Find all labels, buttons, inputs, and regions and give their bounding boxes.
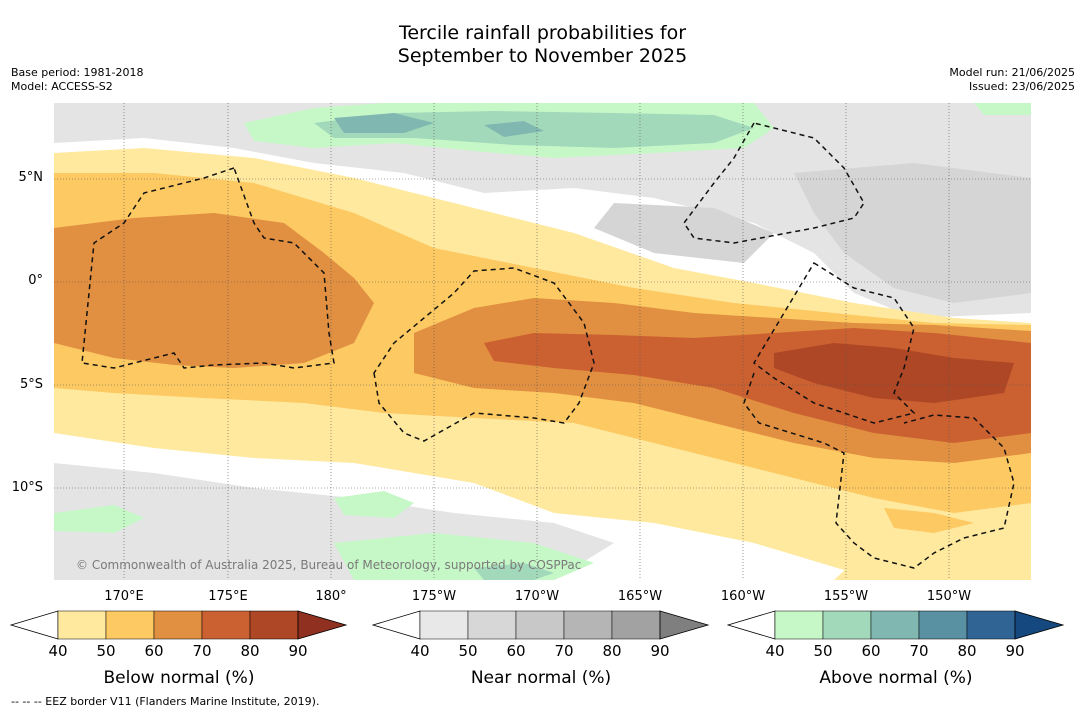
above-normal-patch-south-1 (334, 491, 414, 518)
colorbar-below-segment-5 (249, 610, 299, 640)
base-period: Base period: 1981-2018 (11, 66, 144, 79)
copyright-text: © Commonwealth of Australia 2025, Bureau… (76, 558, 582, 572)
above-normal-patch-ne (974, 103, 1031, 115)
colorbar-below-segment-1 (57, 610, 107, 640)
map-title: Tercile rainfall probabilities for Septe… (0, 22, 1085, 68)
near-normal-area-ne (794, 163, 1031, 303)
above-normal-patch-south-2 (54, 505, 144, 533)
colorbar-below-underflow (10, 610, 59, 640)
colorbar-above-segment-3 (870, 610, 920, 640)
title-line-1: Tercile rainfall probabilities for (398, 22, 687, 44)
graticule (54, 103, 1031, 580)
below-normal-patch-50 (884, 508, 974, 533)
lon-label-155w: 155°W (823, 589, 869, 604)
lat-label-10s: 10°S (11, 480, 43, 495)
colorbar-above-tick: 50 (813, 642, 833, 660)
colorbar-below-segment-4 (201, 610, 251, 640)
colorbar-below-tick: 40 (48, 642, 68, 660)
colorbar-above-segment-4 (918, 610, 968, 640)
title-line-2: September to November 2025 (397, 45, 688, 67)
lon-label-180: 180° (315, 589, 347, 604)
eez-borders (81, 122, 1015, 569)
lon-label-165w: 165°W (617, 589, 663, 604)
colorbar-below-segment-2 (105, 610, 155, 640)
colorbar-above-segment-2 (822, 610, 872, 640)
colorbar-near-segment-3 (515, 610, 565, 640)
lon-label-175e: 175°E (208, 589, 248, 604)
colorbar-near-underflow (372, 610, 421, 640)
colorbar-above-tick: 70 (909, 642, 929, 660)
colorbar-near (372, 610, 710, 640)
eez-footnote: -- -- -- EEZ border V11 (Flanders Marine… (11, 695, 320, 708)
meta-left: Base period: 1981-2018 Model: ACCESS-S2 (11, 66, 143, 94)
lon-label-160w: 160°W (720, 589, 766, 604)
map-canvas (54, 103, 1031, 580)
above-normal-peak-2 (484, 121, 544, 137)
colorbar-near-segment-5 (611, 610, 661, 640)
meta-right: Model run: 21/06/2025 Issued: 23/06/2025 (949, 66, 1075, 94)
lat-label-0: 0° (28, 273, 43, 288)
eez-cook-islands (743, 372, 1015, 569)
colorbar-near-tick: 70 (554, 642, 574, 660)
colorbar-title-above: Above normal (%) (819, 668, 973, 688)
colorbar-above-tick: 90 (1005, 642, 1025, 660)
colorbar-below-tick: 80 (240, 642, 260, 660)
colorbar-below-tick: 90 (288, 642, 308, 660)
lon-label-175w: 175°W (411, 589, 457, 604)
lat-label-5n: 5°N (18, 170, 44, 185)
model-run: Model run: 21/06/2025 (949, 66, 1075, 79)
colorbar-below-tick: 70 (192, 642, 212, 660)
colorbar-near-tick: 50 (458, 642, 478, 660)
below-normal-band-60-west (54, 213, 374, 368)
rainfall-probability-map (54, 103, 1031, 580)
eez-kiribati-phoenix (373, 267, 595, 442)
colorbar-above-tick: 60 (861, 642, 881, 660)
colorbar-below-overflow (297, 610, 348, 640)
colorbar-above (727, 610, 1065, 640)
colorbar-title-near: Near normal (%) (470, 668, 612, 688)
colorbar-above-segment-5 (966, 610, 1016, 640)
colorbar-near-tick: 60 (506, 642, 526, 660)
near-normal-area-north (54, 103, 1031, 318)
lat-label-5s: 5°S (19, 377, 43, 392)
colorbar-below-segment-3 (153, 610, 203, 640)
lon-label-170w: 170°W (514, 589, 560, 604)
eez-line-south (753, 261, 916, 424)
colorbar-near-segment-2 (467, 610, 517, 640)
below-normal-band-80 (774, 343, 1014, 403)
colorbar-below-tick: 50 (96, 642, 116, 660)
colorbar-below-tick: 60 (144, 642, 164, 660)
lon-label-150w: 150°W (926, 589, 972, 604)
colorbar-above-underflow (727, 610, 776, 640)
colorbar-above-overflow (1014, 610, 1065, 640)
colorbar-title-below: Below normal (%) (103, 668, 255, 688)
eez-kiribati-gilbert (81, 167, 335, 369)
lon-label-170e: 170°E (104, 589, 144, 604)
colorbar-near-tick: 80 (602, 642, 622, 660)
colorbar-above-tick: 40 (765, 642, 785, 660)
above-normal-patch-south-4 (474, 563, 554, 580)
model-name: Model: ACCESS-S2 (11, 80, 113, 93)
above-normal-peak-1 (334, 113, 434, 133)
issued-date: Issued: 23/06/2025 (968, 80, 1075, 93)
colorbar-above-tick: 80 (957, 642, 977, 660)
colorbar-near-tick: 90 (650, 642, 670, 660)
colorbar-near-overflow (659, 610, 710, 640)
colorbar-near-tick: 40 (410, 642, 430, 660)
below-normal-band-40-se (834, 523, 1031, 580)
colorbar-above-segment-1 (774, 610, 824, 640)
near-normal-patch (594, 203, 774, 263)
eez-kiribati-line (683, 122, 865, 244)
colorbar-near-segment-1 (419, 610, 469, 640)
colorbar-near-segment-4 (563, 610, 613, 640)
colorbar-below (10, 610, 348, 640)
